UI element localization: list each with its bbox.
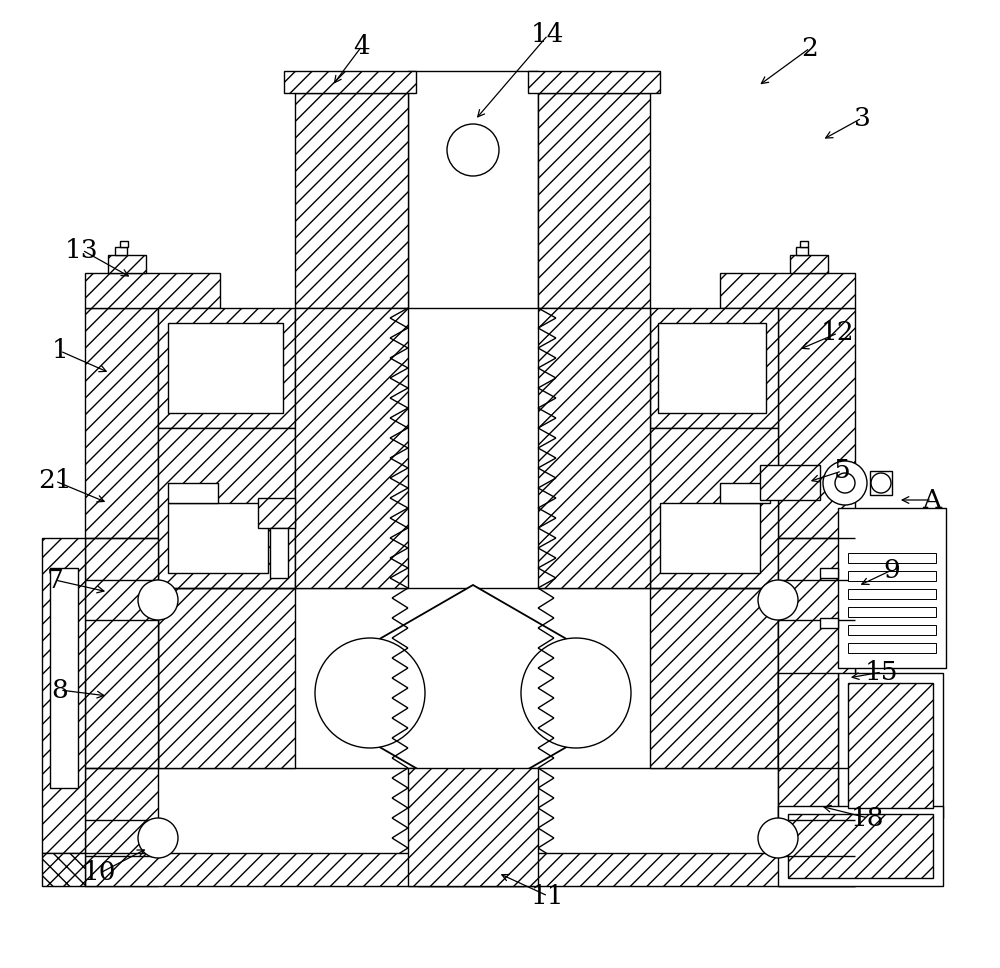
Text: 14: 14 [531, 22, 565, 47]
Bar [42, 853, 85, 886]
Bar [660, 503, 760, 573]
Text: 8: 8 [52, 678, 68, 703]
Text: 21: 21 [38, 469, 72, 494]
Polygon shape [158, 308, 295, 428]
Bar [848, 607, 936, 617]
Polygon shape [538, 308, 650, 588]
Bar [168, 483, 218, 503]
Polygon shape [778, 308, 855, 886]
Bar [408, 71, 538, 308]
Bar [658, 323, 766, 413]
Polygon shape [85, 308, 158, 886]
Circle shape [447, 124, 499, 176]
Bar [660, 503, 760, 573]
Bar [284, 71, 416, 93]
Bar [778, 806, 943, 886]
Bar [760, 465, 820, 500]
Bar [838, 673, 943, 818]
Bar [848, 571, 936, 581]
Text: 11: 11 [531, 884, 565, 909]
Polygon shape [650, 308, 778, 428]
Polygon shape [538, 93, 650, 308]
Text: 10: 10 [83, 861, 117, 886]
Bar [848, 589, 936, 599]
Polygon shape [295, 93, 408, 308]
Circle shape [758, 818, 798, 858]
Polygon shape [158, 428, 295, 588]
Polygon shape [650, 588, 778, 768]
Polygon shape [778, 673, 838, 818]
Bar [658, 323, 766, 413]
Polygon shape [650, 428, 778, 588]
Bar [790, 255, 828, 273]
Polygon shape [158, 588, 295, 768]
Polygon shape [158, 588, 778, 768]
Circle shape [823, 461, 867, 505]
Bar [800, 241, 808, 247]
Bar [50, 568, 78, 788]
Polygon shape [379, 585, 567, 801]
Text: 7: 7 [47, 567, 63, 592]
Circle shape [521, 638, 631, 748]
Bar [168, 503, 268, 573]
Text: 15: 15 [865, 659, 899, 684]
Text: 2: 2 [802, 36, 818, 60]
Circle shape [835, 473, 855, 493]
Bar [796, 247, 808, 255]
Bar [108, 255, 146, 273]
Bar [848, 643, 936, 653]
Bar [820, 568, 838, 578]
Bar [168, 503, 268, 573]
Bar [115, 247, 127, 255]
Bar [838, 508, 946, 668]
Polygon shape [720, 273, 855, 308]
Polygon shape [85, 538, 158, 768]
Polygon shape [85, 853, 855, 886]
Polygon shape [408, 768, 538, 886]
Polygon shape [42, 538, 85, 853]
Text: 4: 4 [354, 34, 370, 58]
Text: 13: 13 [65, 237, 99, 262]
Circle shape [315, 638, 425, 748]
Circle shape [138, 580, 178, 620]
Text: A: A [922, 488, 942, 512]
Bar [528, 71, 660, 93]
Bar [820, 618, 838, 628]
Bar [788, 814, 933, 878]
Text: 5: 5 [834, 459, 850, 483]
Bar [258, 498, 295, 528]
Polygon shape [85, 273, 220, 308]
Text: 12: 12 [821, 320, 855, 346]
Bar [870, 471, 892, 495]
Text: 1: 1 [52, 339, 68, 364]
Circle shape [758, 580, 798, 620]
Circle shape [138, 818, 178, 858]
Bar [418, 861, 524, 886]
Polygon shape [295, 308, 408, 588]
Bar [848, 683, 933, 808]
Bar [50, 568, 78, 788]
Bar [168, 323, 283, 413]
Bar [270, 528, 288, 578]
Bar [120, 241, 128, 247]
Polygon shape [778, 538, 855, 768]
Text: 18: 18 [851, 805, 885, 831]
Circle shape [871, 473, 891, 493]
Bar [168, 323, 283, 413]
Text: 9: 9 [884, 558, 900, 583]
Bar [848, 553, 936, 563]
Bar [848, 625, 936, 635]
Text: 3: 3 [854, 106, 870, 131]
Bar [720, 483, 770, 503]
